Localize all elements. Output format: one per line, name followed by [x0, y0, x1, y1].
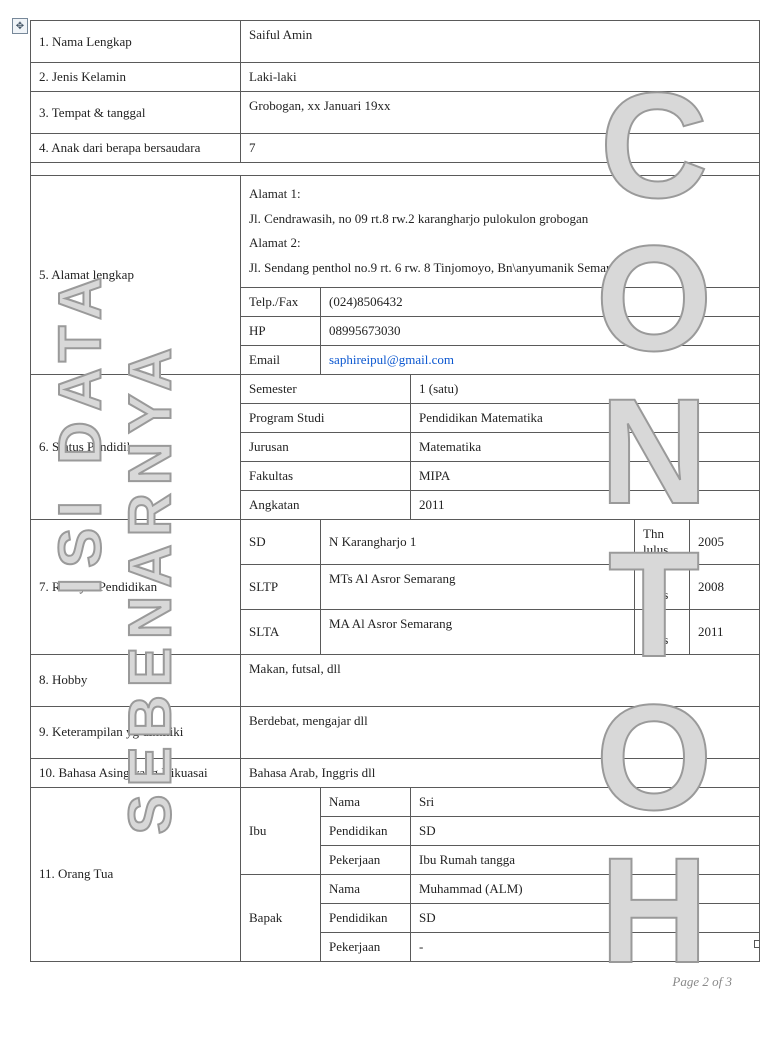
parent-field: Pekerjaan — [321, 845, 411, 874]
row-label: 11. Orang Tua — [31, 787, 241, 961]
row-value: Saiful Amin — [241, 21, 760, 63]
row-value: Bahasa Arab, Inggris dll — [241, 758, 760, 787]
parent-field: Pendidikan — [321, 816, 411, 845]
row-label: 6. Status Pendidikan — [31, 374, 241, 519]
tel-value: (024)8506432 — [321, 287, 760, 316]
parent-value: SD — [411, 816, 760, 845]
edu-level: SLTP — [241, 564, 321, 609]
fakultas-value: MIPA — [411, 461, 760, 490]
parent-field: Nama — [321, 787, 411, 816]
parent-value: Sri — [411, 787, 760, 816]
parent-value: SD — [411, 903, 760, 932]
parent-value: Muhammad (ALM) — [411, 874, 760, 903]
addr2-heading: Alamat 2: — [249, 231, 751, 256]
email-link[interactable]: saphireipul@gmail.com — [329, 352, 454, 367]
edu-school: N Karangharjo 1 — [321, 519, 635, 564]
gap — [31, 163, 760, 176]
addr2-value: Jl. Sendang penthol no.9 rt. 6 rw. 8 Tin… — [249, 256, 751, 281]
email-label: Email — [241, 345, 321, 374]
hp-value: 08995673030 — [321, 316, 760, 345]
jurusan-label: Jurusan — [241, 432, 411, 461]
row-label: 4. Anak dari berapa bersaudara — [31, 134, 241, 163]
page: ✥ CONTOH ISI DATA SEBENARNYA 1. Nama Len… — [30, 20, 760, 962]
row-value: Grobogan, xx Januari 19xx — [241, 92, 760, 134]
semester-label: Semester — [241, 374, 411, 403]
parent-value: - — [411, 932, 760, 961]
hp-label: HP — [241, 316, 321, 345]
tel-label: Telp./Fax — [241, 287, 321, 316]
move-handle-icon[interactable]: ✥ — [12, 18, 28, 34]
row-label: 7. Riwayat Pendidikan — [31, 519, 241, 654]
edu-year-label: Thn lulus — [635, 609, 690, 654]
end-mark-icon — [754, 940, 760, 948]
prodi-value: Pendidikan Matematika — [411, 403, 760, 432]
row-value: Laki-laki — [241, 63, 760, 92]
edu-school: MA Al Asror Semarang — [321, 609, 635, 654]
addr1-heading: Alamat 1: — [249, 182, 751, 207]
parent-field: Pendidikan — [321, 903, 411, 932]
edu-year-label: Thn lulus — [635, 519, 690, 564]
parent-value: Ibu Rumah tangga — [411, 845, 760, 874]
row-label: 1. Nama Lengkap — [31, 21, 241, 63]
email-cell: saphireipul@gmail.com — [321, 345, 760, 374]
edu-school: MTs Al Asror Semarang — [321, 564, 635, 609]
edu-year-label: Thn lulus — [635, 564, 690, 609]
edu-level: SLTA — [241, 609, 321, 654]
parent-bapak: Bapak — [241, 874, 321, 961]
fakultas-label: Fakultas — [241, 461, 411, 490]
semester-value: 1 (satu) — [411, 374, 760, 403]
parent-field: Nama — [321, 874, 411, 903]
edu-year: 2011 — [690, 609, 760, 654]
row-label: 5. Alamat lengkap — [31, 176, 241, 375]
parent-field: Pekerjaan — [321, 932, 411, 961]
row-value: Makan, futsal, dll — [241, 654, 760, 706]
addr1-value: Jl. Cendrawasih, no 09 rt.8 rw.2 karangh… — [249, 207, 751, 232]
page-footer: Page 2 of 3 — [10, 962, 750, 990]
angkatan-value: 2011 — [411, 490, 760, 519]
row-label: 2. Jenis Kelamin — [31, 63, 241, 92]
prodi-label: Program Studi — [241, 403, 411, 432]
row-value: Berdebat, mengajar dll — [241, 706, 760, 758]
edu-year: 2008 — [690, 564, 760, 609]
jurusan-value: Matematika — [411, 432, 760, 461]
row-label: 8. Hobby — [31, 654, 241, 706]
parent-ibu: Ibu — [241, 787, 321, 874]
row-label: 10. Bahasa Asing yang Dikuasai — [31, 758, 241, 787]
edu-level: SD — [241, 519, 321, 564]
form-table: 1. Nama Lengkap Saiful Amin 2. Jenis Kel… — [30, 20, 760, 962]
address-block: Alamat 1: Jl. Cendrawasih, no 09 rt.8 rw… — [241, 176, 760, 288]
angkatan-label: Angkatan — [241, 490, 411, 519]
row-label: 9. Keterampilan yg dimiliki — [31, 706, 241, 758]
row-label: 3. Tempat & tanggal — [31, 92, 241, 134]
row-value: 7 — [241, 134, 760, 163]
edu-year: 2005 — [690, 519, 760, 564]
